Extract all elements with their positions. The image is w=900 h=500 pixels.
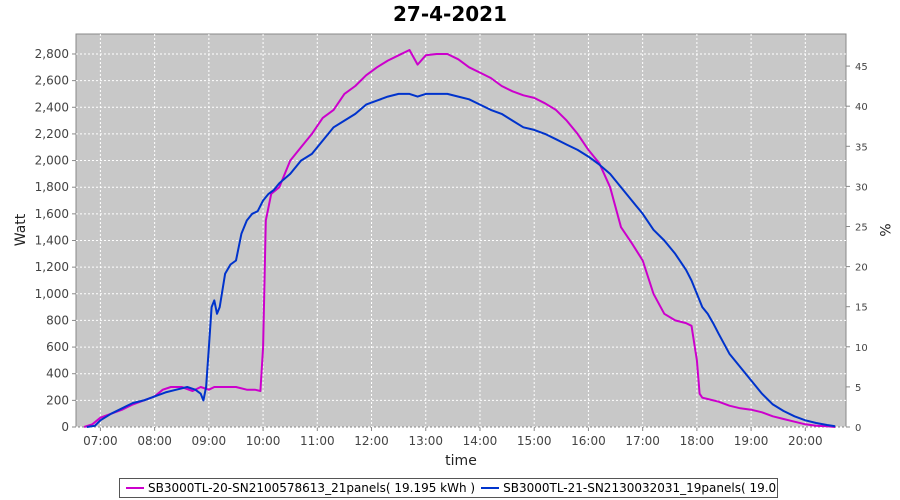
legend-label-series-2: SB3000TL-21-SN2130032031_19panels( 19.01…: [503, 481, 777, 495]
x-tick-label: 20:00: [788, 434, 823, 448]
x-tick-label: 11:00: [300, 434, 335, 448]
legend-item-series-1: SB3000TL-20-SN2100578613_21panels( 19.19…: [126, 481, 475, 495]
series-line-1: [83, 49, 836, 428]
y2-tick-label: 35: [855, 142, 868, 153]
y-tick-label: 2,200: [35, 127, 69, 141]
chart-title: 27-4-2021: [393, 2, 507, 26]
y-axis-label: Watt: [13, 213, 29, 246]
x-tick-label: 12:00: [354, 434, 389, 448]
y-tick-label: 2,800: [35, 47, 69, 61]
y-tick-label: 1,600: [35, 207, 69, 221]
legend-item-series-2: SB3000TL-21-SN2130032031_19panels( 19.01…: [481, 481, 777, 495]
x-tick-label: 07:00: [83, 434, 118, 448]
chart-legend: SB3000TL-20-SN2100578613_21panels( 19.19…: [119, 478, 778, 498]
y2-tick-label: 40: [855, 102, 868, 113]
y2-tick-label: 30: [855, 182, 868, 193]
y-tick-label: 600: [46, 340, 69, 354]
x-axis-label: time: [445, 453, 477, 469]
y-tick-label: 2,000: [35, 154, 69, 168]
y-tick-label: 800: [46, 313, 69, 327]
legend-label-series-1: SB3000TL-20-SN2100578613_21panels( 19.19…: [148, 481, 476, 495]
x-tick-label: 13:00: [408, 434, 443, 448]
y-tick-label: 200: [46, 393, 69, 407]
y-tick-label: 2,400: [35, 100, 69, 114]
plot-area: [75, 33, 847, 428]
x-tick-label: 14:00: [463, 434, 498, 448]
x-tick-label: 09:00: [192, 434, 227, 448]
grid-lines: [72, 34, 850, 431]
x-tick-label: 08:00: [137, 434, 172, 448]
legend-swatch-series-1: [126, 487, 144, 489]
y-tick-label: 1,000: [35, 287, 69, 301]
y2-tick-label: 5: [855, 383, 861, 394]
y-tick-label: 400: [46, 367, 69, 381]
y2-tick-label: 45: [855, 62, 868, 73]
y-tick-label: 0: [61, 420, 69, 434]
y2-tick-label: 10: [855, 343, 868, 354]
y-tick-label: 1,400: [35, 233, 69, 247]
y2-tick-label: 15: [855, 303, 868, 314]
y2-tick-label: 20: [855, 263, 868, 274]
x-tick-label: 19:00: [734, 434, 769, 448]
tick-labels: 07:00 08:00 09:00 10:00 11:00 12:00 13:00 14:00…: [35, 47, 868, 448]
y-tick-label: 1,200: [35, 260, 69, 274]
x-tick-label: 15:00: [517, 434, 552, 448]
x-tick-label: 10:00: [246, 434, 281, 448]
series-layer: [83, 49, 836, 428]
x-tick-label: 16:00: [571, 434, 606, 448]
y2-tick-label: 25: [855, 222, 868, 233]
y-tick-label: 1,800: [35, 180, 69, 194]
legend-swatch-series-2: [481, 487, 500, 489]
y-tick-label: 2,600: [35, 74, 69, 88]
x-tick-label: 18:00: [680, 434, 715, 448]
x-tick-label: 17:00: [625, 434, 660, 448]
y2-tick-label: 0: [855, 423, 861, 434]
series-line-2: [86, 92, 836, 428]
y2-axis-label: %: [876, 223, 892, 236]
